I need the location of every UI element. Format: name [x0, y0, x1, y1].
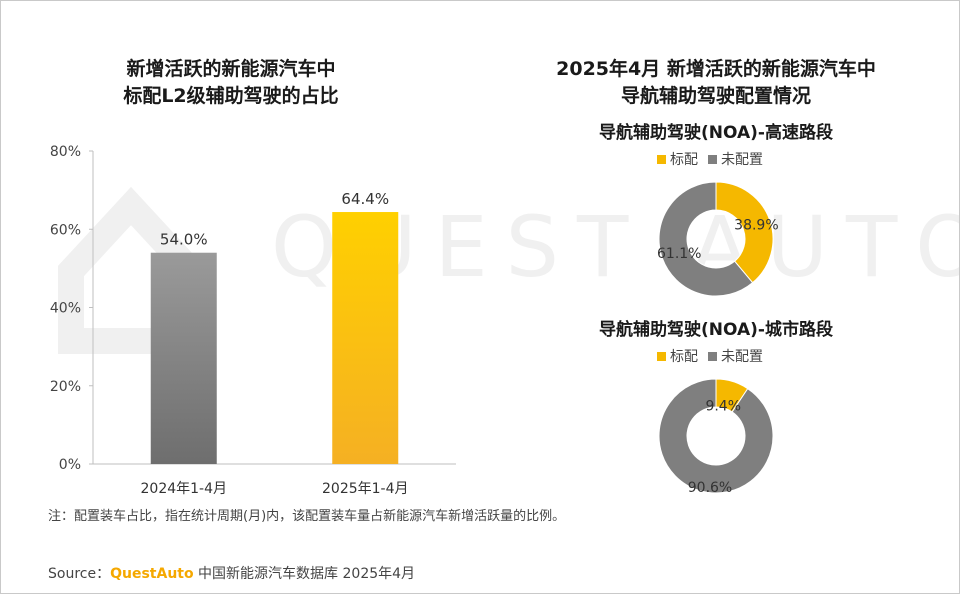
source-line: Source：QuestAuto 中国新能源汽车数据库 2025年4月: [48, 563, 415, 583]
legend-item-not-configured: 未配置: [708, 346, 763, 366]
donut-slice: [658, 181, 754, 297]
legend-swatch-standard: [657, 351, 666, 361]
bar-value-label: 54.0%: [160, 231, 208, 249]
legend-item-not-configured: 未配置: [708, 149, 763, 169]
right-panel-title: 2025年4月 新增活跃的新能源汽车中 导航辅助驾驶配置情况: [556, 58, 876, 107]
y-tick-label: 20%: [50, 379, 81, 395]
donut-2-title: 导航辅助驾驶(NOA)-城市路段: [599, 320, 833, 340]
bar-chart: 0% 20% 40% 60% 80% 54.0% 2024年1-4月 64.4% 2025年1-…: [50, 144, 456, 497]
donut-chart-highway: 38.9% 61.1%: [657, 181, 779, 297]
legend-swatch-not-configured: [708, 154, 717, 164]
y-tick-label: 60%: [50, 222, 81, 238]
donut-value-label: 38.9%: [734, 217, 778, 233]
legend-item-standard: 标配: [657, 346, 698, 366]
donut-value-label: 90.6%: [688, 480, 732, 496]
y-tick-label: 0%: [59, 457, 81, 473]
legend-label-standard: 标配: [670, 349, 698, 365]
y-tick-label: 40%: [50, 301, 81, 317]
bar-value-label: 64.4%: [341, 190, 389, 208]
donut-slice: [715, 181, 774, 284]
x-tick-label: 2025年1-4月: [322, 481, 409, 497]
donut-value-label: 61.1%: [657, 246, 701, 262]
donut-1-legend: 标配 未配置: [657, 149, 773, 169]
donut-2-legend: 标配 未配置: [657, 346, 773, 366]
donut-slice: [658, 378, 774, 494]
legend-label-not-configured: 未配置: [721, 349, 763, 365]
legend-item-standard: 标配: [657, 149, 698, 169]
bar: [332, 212, 399, 464]
donut-value-label: 9.4%: [705, 399, 741, 415]
legend-swatch-standard: [657, 154, 666, 164]
y-tick-label: 80%: [50, 144, 81, 160]
legend-label-standard: 标配: [670, 152, 698, 168]
source-text: 中国新能源汽车数据库 2025年4月: [193, 566, 416, 582]
bar-chart-title: 新增活跃的新能源汽车中 标配L2级辅助驾驶的占比: [123, 58, 339, 107]
x-tick-label: 2024年1-4月: [141, 481, 228, 497]
donut-1-title: 导航辅助驾驶(NOA)-高速路段: [599, 123, 833, 143]
legend-label-not-configured: 未配置: [721, 152, 763, 168]
source-prefix: Source：: [48, 566, 111, 582]
footnote: 注：配置装车占比，指在统计周期(月)内，该配置装车量占新能源汽车新增活跃量的比例…: [48, 509, 566, 524]
legend-swatch-not-configured: [708, 351, 717, 361]
donut-chart-city: 9.4% 90.6%: [658, 378, 774, 496]
bar: [150, 252, 217, 464]
source-brand: QuestAuto: [110, 566, 194, 582]
